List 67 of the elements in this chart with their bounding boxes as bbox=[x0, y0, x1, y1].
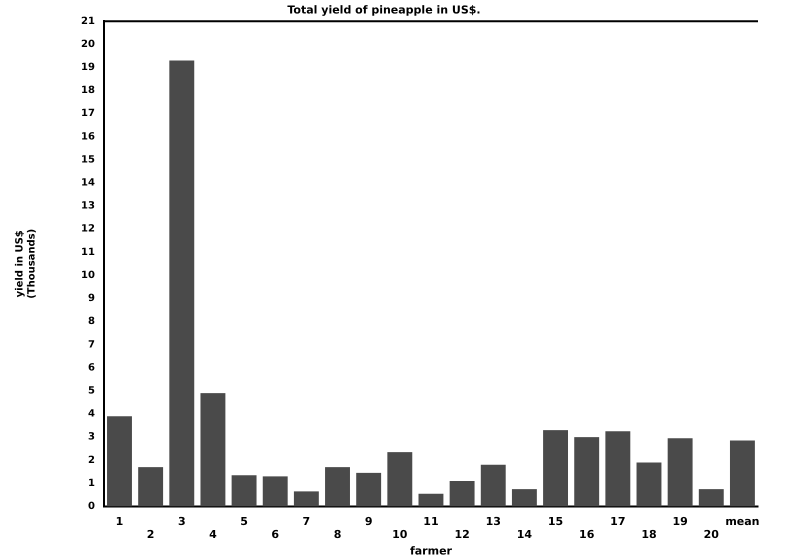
y-tick-label: 21 bbox=[80, 16, 95, 27]
bar bbox=[574, 437, 600, 506]
x-tick-label: 9 bbox=[364, 514, 372, 528]
y-tick-label: 6 bbox=[88, 362, 95, 374]
x-tick-label: 2 bbox=[146, 528, 154, 542]
bar bbox=[169, 60, 194, 506]
x-tick-label: 1 bbox=[116, 514, 124, 528]
y-tick-label: 9 bbox=[88, 293, 95, 304]
y-tick-label: 4 bbox=[88, 408, 95, 420]
bar bbox=[698, 489, 724, 506]
y-tick-label: 19 bbox=[80, 62, 95, 74]
bar bbox=[730, 440, 755, 506]
bar bbox=[262, 476, 288, 506]
bar bbox=[450, 480, 475, 506]
y-axis-title: yield in US$ (Thousands) bbox=[14, 228, 38, 299]
y-tick-label: 12 bbox=[80, 224, 95, 235]
y-tick-label: 2 bbox=[88, 454, 95, 466]
y-tick-label: 10 bbox=[80, 270, 95, 281]
chart-title: Total yield of pineapple in US$. bbox=[287, 3, 481, 16]
x-tick-label: mean bbox=[725, 514, 760, 528]
bar bbox=[138, 467, 164, 506]
bar bbox=[232, 475, 257, 506]
x-tick-label: 4 bbox=[209, 528, 218, 542]
y-tick-label: 20 bbox=[80, 38, 95, 50]
x-tick-label: 20 bbox=[704, 528, 720, 542]
bar bbox=[543, 430, 568, 506]
x-tick-label: 14 bbox=[516, 528, 532, 542]
bar bbox=[418, 494, 444, 506]
y-tick-label: 0 bbox=[88, 500, 95, 512]
y-tick-label: 13 bbox=[80, 200, 95, 212]
y-tick-label: 17 bbox=[80, 108, 95, 120]
x-tick-label: 6 bbox=[271, 528, 280, 542]
bar bbox=[107, 416, 132, 506]
x-axis-title: farmer bbox=[410, 544, 453, 558]
bar bbox=[636, 462, 662, 506]
y-tick-label: 16 bbox=[80, 131, 95, 142]
y-tick-label: 14 bbox=[80, 178, 95, 189]
y-tick-label: 1 bbox=[88, 478, 95, 489]
x-tick-label: 17 bbox=[610, 514, 626, 528]
y-tick-label: 18 bbox=[80, 85, 95, 96]
y-tick-label: 3 bbox=[88, 432, 95, 443]
bar bbox=[294, 491, 319, 506]
bar bbox=[325, 467, 350, 506]
bar bbox=[605, 431, 630, 506]
x-tick-label: 10 bbox=[392, 528, 408, 542]
x-tick-label: 19 bbox=[672, 514, 688, 528]
x-tick-label: 7 bbox=[302, 514, 310, 528]
y-tick-label: 8 bbox=[88, 316, 95, 328]
x-tick-label: 18 bbox=[641, 528, 657, 542]
bar bbox=[480, 464, 506, 506]
x-tick-label: 16 bbox=[579, 528, 595, 542]
bar bbox=[668, 438, 693, 506]
bar bbox=[387, 452, 412, 506]
x-tick-label: 13 bbox=[486, 514, 501, 528]
x-tick-label: 3 bbox=[178, 514, 186, 528]
x-tick-label: 15 bbox=[548, 514, 564, 528]
y-tick-label: 11 bbox=[80, 246, 95, 258]
x-tick-label: 11 bbox=[423, 514, 439, 528]
x-tick-label: 5 bbox=[240, 514, 248, 528]
y-tick-label: 7 bbox=[88, 339, 95, 350]
y-tick-label: 5 bbox=[88, 385, 95, 396]
x-tick-label: 12 bbox=[454, 528, 470, 542]
bar bbox=[512, 489, 537, 506]
bar bbox=[200, 393, 226, 506]
y-tick-label: 15 bbox=[80, 154, 95, 166]
bar bbox=[356, 472, 382, 506]
x-tick-label: 8 bbox=[334, 528, 342, 542]
